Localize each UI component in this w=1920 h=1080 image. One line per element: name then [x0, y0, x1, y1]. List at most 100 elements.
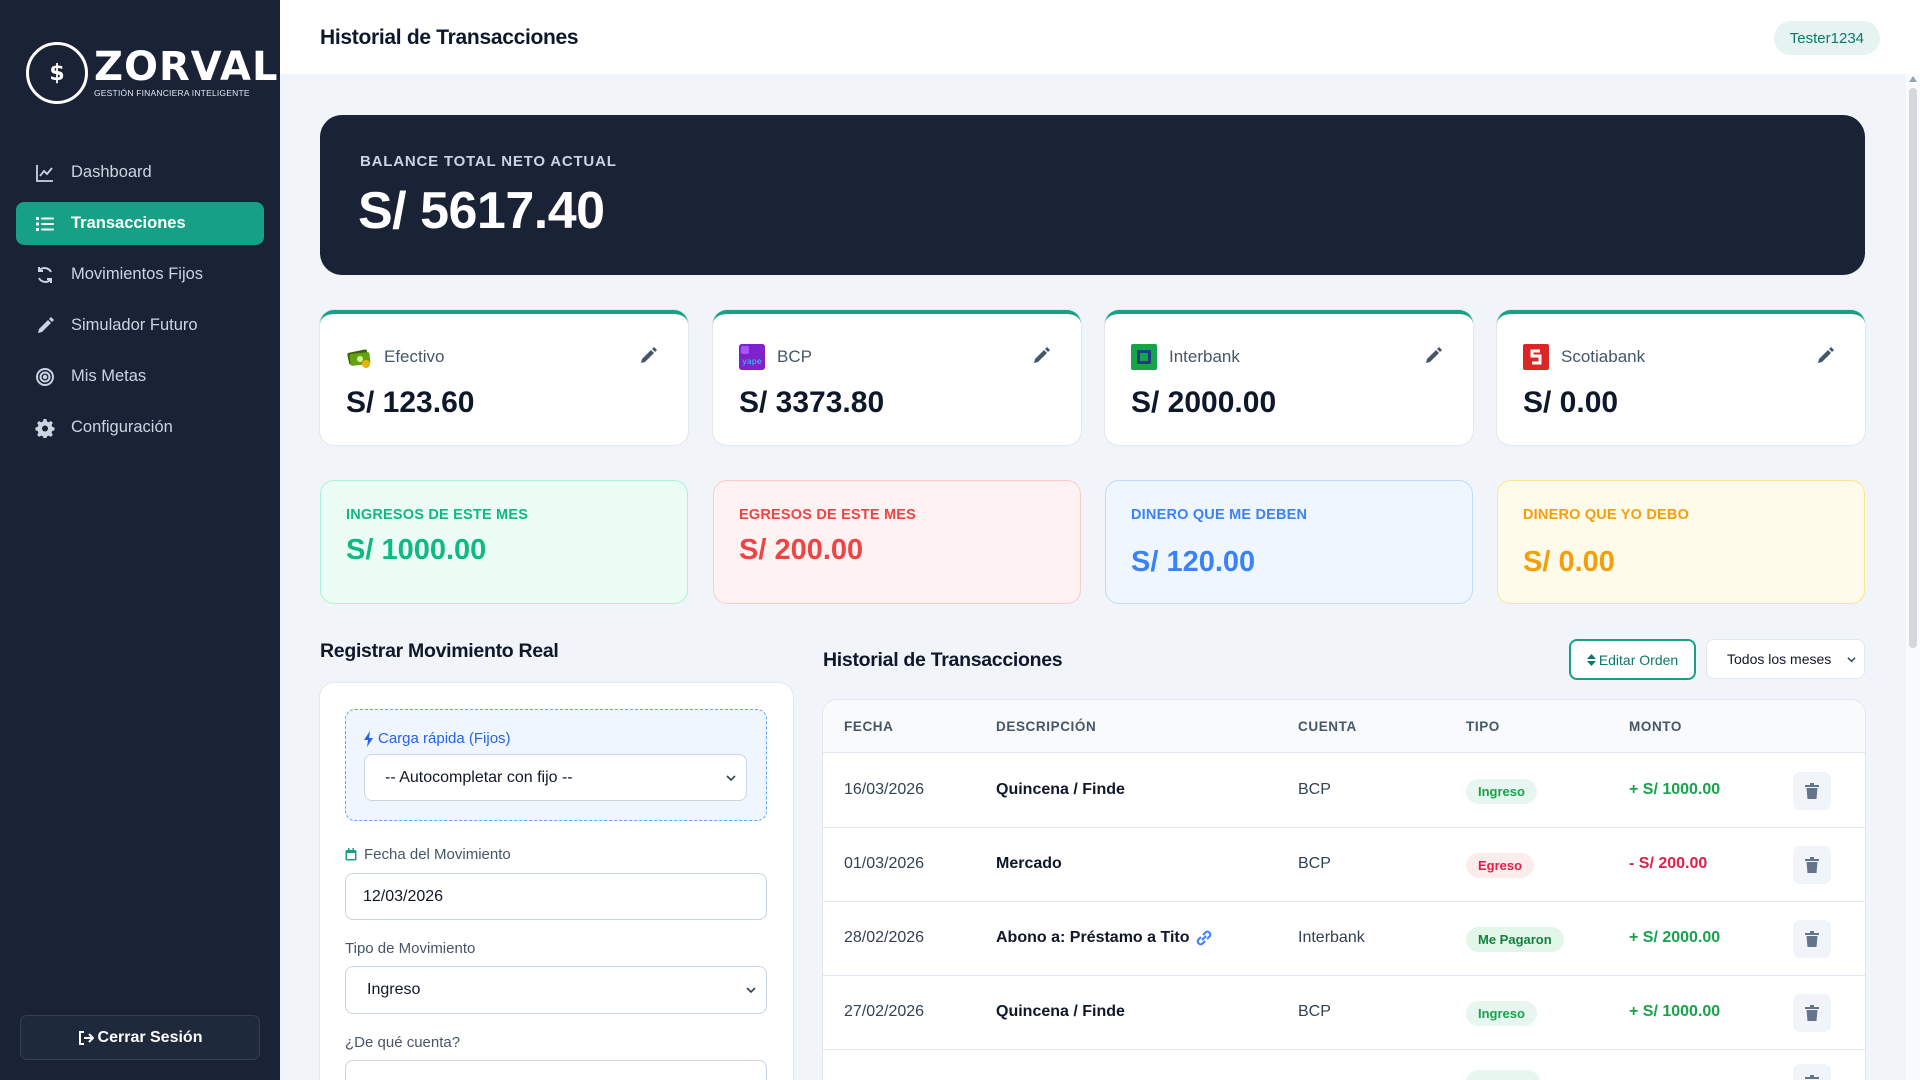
logo-mark: $ — [49, 60, 65, 86]
trash-icon — [1805, 783, 1819, 799]
trash-icon — [1805, 857, 1819, 873]
account-name: Scotiabank — [1561, 347, 1646, 366]
table-row-partial[interactable] — [823, 1050, 1865, 1080]
table-row[interactable]: 27/02/2026 Quincena / Finde BCP Ingreso … — [823, 976, 1865, 1050]
list-icon — [34, 213, 56, 235]
scrollbar-thumb[interactable] — [1909, 88, 1917, 648]
chevron-down-icon — [746, 987, 756, 994]
account-name: Interbank — [1169, 347, 1240, 366]
brand-tagline: GESTIÓN FINANCIERA INTELIGENTE — [94, 88, 250, 98]
column-header-descripcion[interactable]: DESCRIPCIÓN — [996, 719, 1097, 734]
delete-button[interactable] — [1793, 994, 1831, 1032]
sidebar-item-movimientos-fijos[interactable]: Movimientos Fijos — [16, 253, 264, 296]
sidebar-item-configuracion[interactable]: Configuración — [16, 406, 264, 449]
row-amount: - S/ 200.00 — [1629, 855, 1708, 872]
delete-button[interactable] — [1793, 1064, 1831, 1080]
account-card-interbank: Interbank S/ 2000.00 — [1105, 310, 1473, 445]
month-filter-value: Todos los meses — [1727, 651, 1832, 667]
row-date: 01/03/2026 — [844, 855, 925, 872]
account-select[interactable] — [345, 1060, 767, 1080]
sidebar-item-mis-metas[interactable]: Mis Metas — [16, 355, 264, 398]
sidebar-item-label: Mis Metas — [71, 367, 147, 385]
balance-value: S/ 5617.40 — [358, 182, 605, 240]
scroll-up-icon[interactable] — [1909, 76, 1917, 82]
trash-icon — [1805, 931, 1819, 947]
account-balance: S/ 0.00 — [1523, 386, 1619, 419]
trash-icon — [1805, 1005, 1819, 1021]
sidebar-item-label: Dashboard — [71, 163, 152, 181]
edit-pencil-icon[interactable] — [638, 346, 658, 366]
scrollbar[interactable] — [1906, 74, 1920, 1080]
calendar-icon — [345, 848, 357, 861]
account-card-scotiabank: Scotiabank S/ 0.00 — [1497, 310, 1865, 445]
row-account: BCP — [1298, 1003, 1331, 1020]
sidebar-item-label: Simulador Futuro — [71, 316, 198, 334]
row-date: 16/03/2026 — [844, 781, 925, 798]
edit-order-button[interactable]: Editar Orden — [1569, 639, 1696, 680]
month-filter-select[interactable]: Todos los meses — [1706, 639, 1865, 679]
edit-pencil-icon[interactable] — [1815, 346, 1835, 366]
column-header-monto[interactable]: MONTO — [1629, 719, 1682, 734]
table-row[interactable]: 28/02/2026 Abono a: Préstamo a Tito Inte… — [823, 902, 1865, 976]
column-header-fecha[interactable]: FECHA — [844, 719, 894, 734]
logout-button[interactable]: Cerrar Sesión — [20, 1015, 260, 1060]
sort-icon — [1586, 653, 1596, 666]
table-row[interactable]: 16/03/2026 Quincena / Finde BCP Ingreso … — [823, 754, 1865, 828]
register-movement-form: Carga rápida (Fijos) -- Autocompletar co… — [320, 683, 793, 1080]
account-field-label: ¿De qué cuenta? — [345, 1034, 461, 1051]
sync-icon — [34, 264, 56, 286]
edit-pencil-icon[interactable] — [1031, 346, 1051, 366]
table-row[interactable]: 01/03/2026 Mercado BCP Egreso - S/ 200.0… — [823, 828, 1865, 902]
autocomplete-fixed-select[interactable]: -- Autocompletar con fijo -- — [364, 754, 747, 801]
row-amount: + S/ 1000.00 — [1629, 781, 1721, 798]
i-owe-summary-card: DINERO QUE YO DEBO S/ 0.00 — [1497, 480, 1865, 604]
column-header-tipo[interactable]: TIPO — [1466, 719, 1500, 734]
row-description: Quincena / Finde — [996, 781, 1125, 798]
type-badge: Me Pagaron — [1466, 927, 1564, 952]
date-input[interactable]: 12/03/2026 — [345, 873, 767, 920]
quick-load-text: Carga rápida (Fijos) — [378, 730, 511, 747]
sidebar: $ ZORVAL GESTIÓN FINANCIERA INTELIGENTE … — [0, 0, 280, 1080]
summary-value: S/ 200.00 — [739, 534, 864, 566]
page-title: Historial de Transacciones — [320, 26, 579, 49]
balance-card: BALANCE TOTAL NETO ACTUAL S/ 5617.40 — [320, 115, 1865, 275]
row-account: Interbank — [1298, 929, 1365, 946]
delete-button[interactable] — [1793, 920, 1831, 958]
type-field-label: Tipo de Movimiento — [345, 940, 476, 957]
sidebar-item-transacciones[interactable]: Transacciones — [16, 202, 264, 245]
sidebar-item-dashboard[interactable]: Dashboard — [16, 151, 264, 194]
delete-button[interactable] — [1793, 846, 1831, 884]
sidebar-item-label: Configuración — [71, 418, 173, 436]
scotiabank-icon — [1523, 344, 1549, 370]
row-account: BCP — [1298, 781, 1331, 798]
svg-text:yape: yape — [742, 357, 762, 366]
user-badge[interactable]: Tester1234 — [1773, 21, 1880, 55]
movement-type-select[interactable]: Ingreso — [345, 966, 767, 1014]
logo-mark-icon: $ — [26, 42, 88, 104]
movement-type-value: Ingreso — [367, 981, 421, 998]
account-balance: S/ 123.60 — [346, 386, 475, 419]
edit-pencil-icon[interactable] — [1423, 346, 1443, 366]
sidebar-item-simulador-futuro[interactable]: Simulador Futuro — [16, 304, 264, 347]
balance-label: BALANCE TOTAL NETO ACTUAL — [360, 153, 617, 170]
date-field-label: Fecha del Movimiento — [345, 846, 511, 863]
logout-label: Cerrar Sesión — [97, 1028, 203, 1046]
date-label-text: Fecha del Movimiento — [364, 846, 511, 863]
column-header-cuenta[interactable]: CUENTA — [1298, 719, 1357, 734]
top-bar: Historial de Transacciones Tester1234 — [280, 0, 1920, 74]
row-description: Quincena / Finde — [996, 1003, 1125, 1020]
row-description: Mercado — [996, 855, 1062, 872]
summary-label: DINERO QUE YO DEBO — [1523, 507, 1690, 523]
history-title: Historial de Transacciones — [823, 649, 1063, 671]
row-date: 27/02/2026 — [844, 1003, 925, 1020]
chart-line-icon — [34, 162, 56, 184]
row-amount: + S/ 2000.00 — [1629, 929, 1721, 946]
pencil-icon — [34, 315, 56, 337]
delete-button[interactable] — [1793, 772, 1831, 810]
autocomplete-select-value: -- Autocompletar con fijo -- — [385, 768, 573, 786]
link-icon[interactable] — [1193, 928, 1215, 948]
table-header: FECHA DESCRIPCIÓN CUENTA TIPO MONTO — [823, 700, 1865, 753]
brand-logo[interactable]: $ ZORVAL GESTIÓN FINANCIERA INTELIGENTE — [26, 42, 279, 104]
trash-icon — [1805, 1075, 1819, 1079]
cash-icon — [346, 344, 372, 370]
